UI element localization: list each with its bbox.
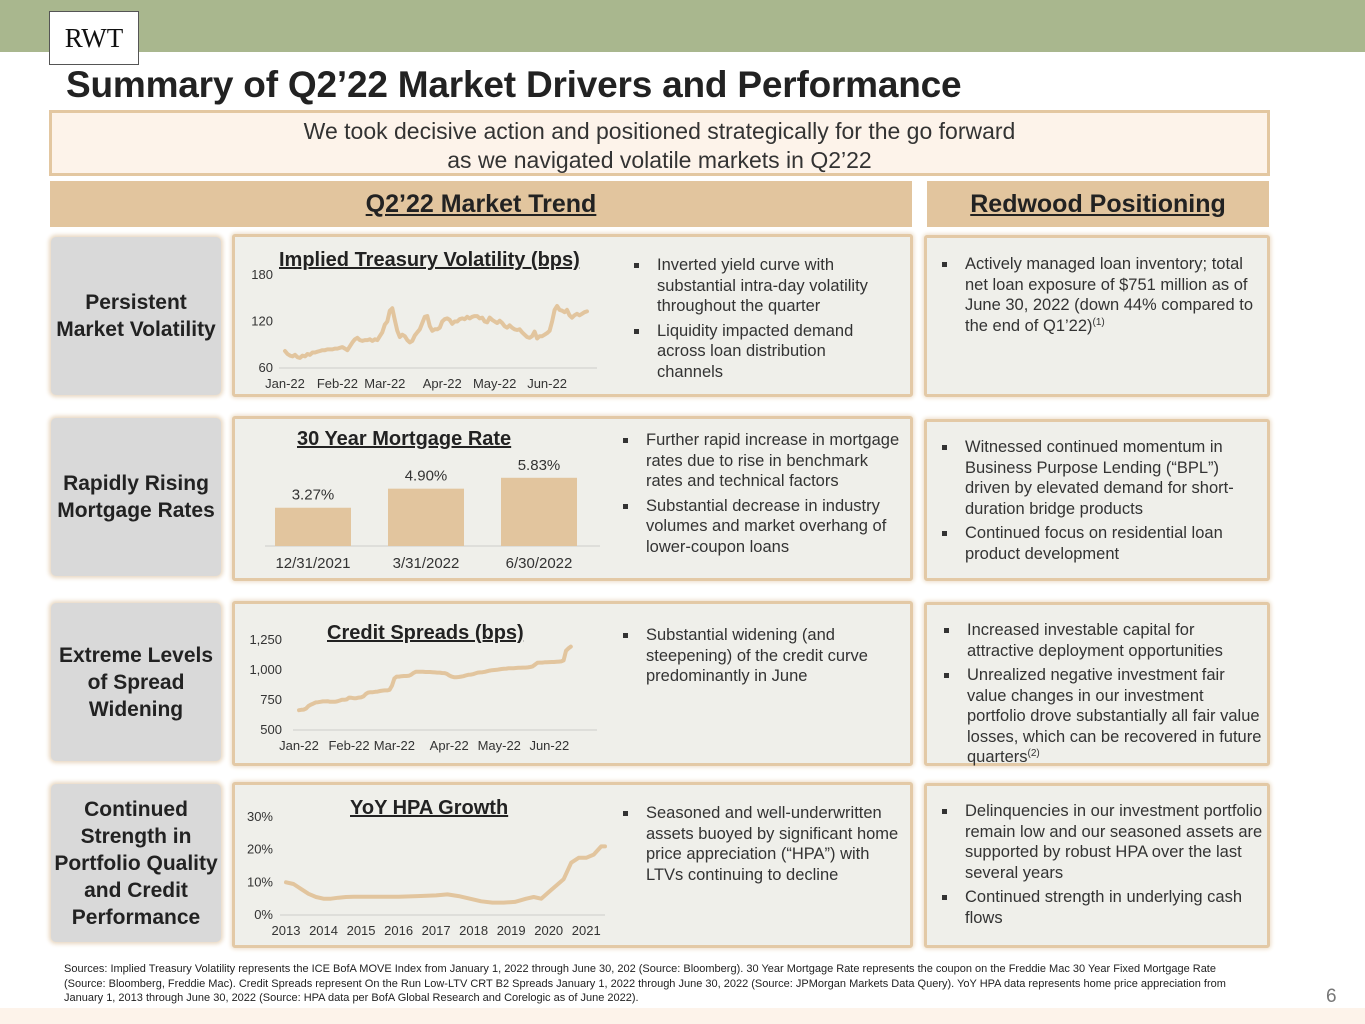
trend-bullets-spreads: Substantial widening (and steepening) of… bbox=[620, 625, 905, 691]
bullet-item: Unrealized negative investment fair valu… bbox=[941, 665, 1263, 768]
positioning-bullets-hpa: Delinquencies in our investment portfoli… bbox=[939, 801, 1269, 932]
chart-title-spreads: Credit Spreads (bps) bbox=[327, 622, 524, 644]
trend-bullets-volatility: Inverted yield curve with substantial in… bbox=[631, 255, 891, 386]
y-tick-label: 1,000 bbox=[249, 662, 282, 677]
y-tick-label: 500 bbox=[260, 722, 282, 737]
series-line bbox=[297, 644, 573, 713]
column-header-market-trend: Q2’22 Market Trend bbox=[50, 181, 912, 227]
y-tick-label: 120 bbox=[251, 314, 273, 329]
bullet-item: Liquidity impacted demand across loan di… bbox=[631, 321, 891, 383]
positioning-bullets-spreads: Increased investable capital for attract… bbox=[941, 620, 1263, 772]
top-banner-bar bbox=[0, 0, 1365, 52]
chart-title-mortgage: 30 Year Mortgage Rate bbox=[297, 428, 512, 450]
bullet-item: Seasoned and well-underwritten assets bu… bbox=[620, 803, 910, 885]
bar bbox=[501, 477, 577, 546]
column-header-positioning: Redwood Positioning bbox=[927, 181, 1269, 227]
panel-volatility-positioning: Actively managed loan inventory; total n… bbox=[924, 235, 1270, 397]
chart-title-hpa: YoY HPA Growth bbox=[350, 797, 509, 819]
panel-spreads-trend: Credit Spreads (bps) 500 750 1,000 1,250 Jan… bbox=[232, 601, 913, 766]
x-tick-label: Jun-22 bbox=[529, 738, 569, 753]
x-tick-label: 2018 bbox=[459, 923, 488, 938]
chart-title-volatility: Implied Treasury Volatility (bps) bbox=[279, 249, 580, 271]
panel-mortgage-trend: 30 Year Mortgage Rate 3.27% 12/31/2021 4.9… bbox=[232, 416, 913, 581]
bullet-item: Further rapid increase in mortgage rates… bbox=[620, 430, 905, 492]
bullet-item: Substantial decrease in industry volumes… bbox=[620, 496, 905, 558]
series-line bbox=[283, 304, 589, 360]
y-tick-label: 60 bbox=[259, 360, 273, 375]
bar bbox=[275, 507, 351, 546]
x-tick-label: 2019 bbox=[497, 923, 526, 938]
x-tick-label: 2015 bbox=[347, 923, 376, 938]
y-tick-label: 0% bbox=[254, 907, 273, 922]
row-label-portfolio-quality: Continued Strength in Portfolio Quality … bbox=[51, 784, 221, 942]
row-label-spread-widening: Extreme Levels of Spread Widening bbox=[51, 603, 221, 761]
bullet-item: Continued strength in underlying cash fl… bbox=[939, 887, 1269, 928]
x-tick-label: Jan-22 bbox=[279, 738, 319, 753]
x-tick-label: Mar-22 bbox=[364, 376, 405, 391]
x-tick-label: May-22 bbox=[478, 738, 521, 753]
y-tick-label: 20% bbox=[247, 842, 273, 857]
x-tick-label: 12/31/2021 bbox=[275, 555, 350, 572]
bar bbox=[388, 488, 464, 546]
bullet-item: Inverted yield curve with substantial in… bbox=[631, 255, 891, 317]
bullet-item: Witnessed continued momentum in Business… bbox=[939, 437, 1261, 519]
banner-line-1: We took decisive action and positioned s… bbox=[303, 118, 1016, 144]
page-number: 6 bbox=[1326, 986, 1337, 1007]
trend-bullets-mortgage: Further rapid increase in mortgage rates… bbox=[620, 430, 905, 561]
banner-line-2: as we navigated volatile markets in Q2’2… bbox=[447, 147, 872, 173]
chart-volatility: 60 120 180 Jan-22 Feb-22 Mar-22 Apr-22 May-22 Ju… bbox=[251, 267, 597, 391]
chart-mortgage: 3.27% 12/31/2021 4.90% 3/31/2022 5.83% 6/30/2… bbox=[265, 457, 600, 572]
bar-value-label: 3.27% bbox=[292, 487, 335, 504]
panel-hpa-positioning: Delinquencies in our investment portfoli… bbox=[924, 783, 1270, 948]
bullet-item: Substantial widening (and steepening) of… bbox=[620, 625, 905, 687]
x-tick-label: Jan-22 bbox=[265, 376, 305, 391]
y-tick-label: 180 bbox=[251, 267, 273, 282]
series-line bbox=[284, 844, 607, 905]
x-tick-label: 3/31/2022 bbox=[393, 555, 460, 572]
bar-value-label: 5.83% bbox=[518, 457, 561, 474]
x-tick-label: Mar-22 bbox=[374, 738, 415, 753]
x-tick-label: Feb-22 bbox=[328, 738, 369, 753]
x-tick-label: 2016 bbox=[384, 923, 413, 938]
y-tick-label: 750 bbox=[260, 692, 282, 707]
x-tick-label: 2021 bbox=[572, 923, 601, 938]
x-tick-label: 2020 bbox=[534, 923, 563, 938]
y-tick-label: 1,250 bbox=[249, 632, 282, 647]
x-tick-label: Apr-22 bbox=[423, 376, 462, 391]
bullet-item: Continued focus on residential loan prod… bbox=[939, 523, 1261, 564]
chart-spreads: 500 750 1,000 1,250 Jan-22 Feb-22 Mar-22 Apr-22… bbox=[249, 632, 597, 753]
summary-banner: We took decisive action and positioned s… bbox=[49, 110, 1270, 176]
x-tick-label: May-22 bbox=[473, 376, 516, 391]
positioning-bullets-volatility: Actively managed loan inventory; total n… bbox=[939, 254, 1259, 340]
y-tick-label: 10% bbox=[247, 874, 273, 889]
positioning-bullets-mortgage: Witnessed continued momentum in Business… bbox=[939, 437, 1261, 568]
x-tick-label: Apr-22 bbox=[430, 738, 469, 753]
bottom-bar bbox=[0, 1008, 1365, 1024]
x-tick-label: 2017 bbox=[422, 923, 451, 938]
x-tick-label: Jun-22 bbox=[527, 376, 567, 391]
bullet-item: Increased investable capital for attract… bbox=[941, 620, 1263, 661]
row-label-volatility: Persistent Market Volatility bbox=[51, 237, 221, 395]
trend-bullets-hpa: Seasoned and well-underwritten assets bu… bbox=[620, 803, 910, 889]
panel-spreads-positioning: Increased investable capital for attract… bbox=[924, 602, 1270, 766]
panel-mortgage-positioning: Witnessed continued momentum in Business… bbox=[924, 419, 1270, 581]
bullet-item: Actively managed loan inventory; total n… bbox=[939, 254, 1259, 336]
bullet-item: Delinquencies in our investment portfoli… bbox=[939, 801, 1269, 883]
panel-hpa-trend: YoY HPA Growth 0% 10% 20% 30% 2013 2014 2015 20… bbox=[232, 782, 913, 948]
page-title: Summary of Q2’22 Market Drivers and Perf… bbox=[66, 64, 962, 105]
x-tick-label: 6/30/2022 bbox=[506, 555, 573, 572]
x-tick-label: 2014 bbox=[309, 923, 338, 938]
company-logo: RWT bbox=[49, 11, 139, 65]
panel-volatility-trend: Implied Treasury Volatility (bps) 60 120 1… bbox=[232, 234, 913, 397]
x-tick-label: 2013 bbox=[272, 923, 301, 938]
y-tick-label: 30% bbox=[247, 809, 273, 824]
chart-hpa: 0% 10% 20% 30% 2013 2014 2015 2016 2017 2018 2019 2… bbox=[247, 809, 607, 938]
row-label-mortgage-rates: Rapidly Rising Mortgage Rates bbox=[51, 418, 221, 576]
x-tick-label: Feb-22 bbox=[317, 376, 358, 391]
bar-value-label: 4.90% bbox=[405, 468, 448, 485]
sources-footnote: Sources: Implied Treasury Volatility rep… bbox=[64, 963, 1226, 1004]
